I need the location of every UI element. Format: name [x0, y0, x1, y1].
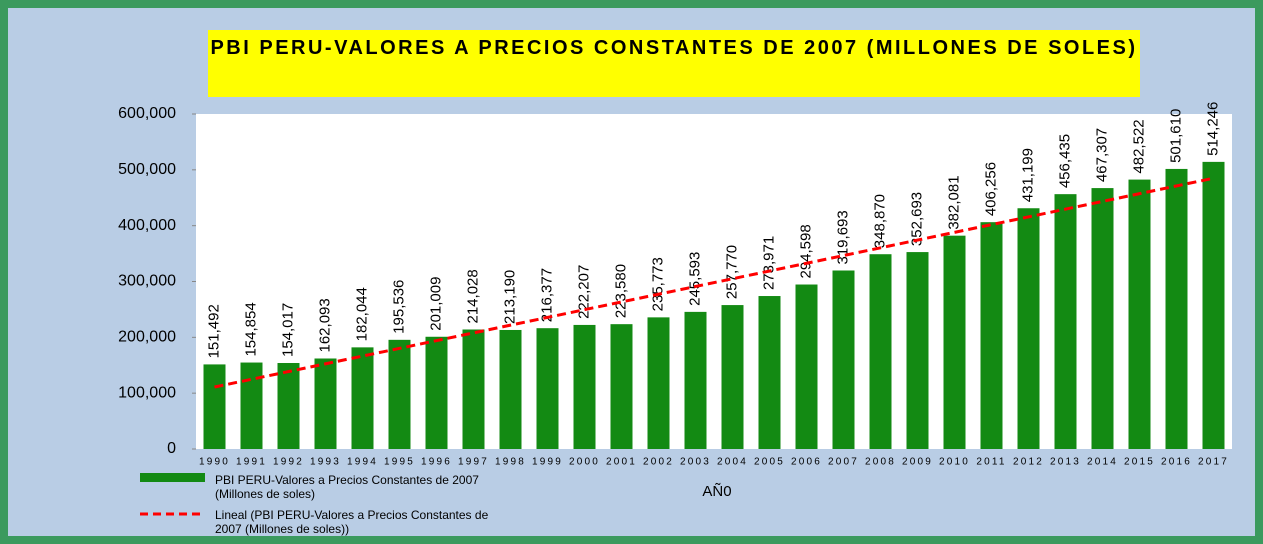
x-tick-label: 2014: [1087, 457, 1118, 468]
data-label: 245,593: [686, 252, 703, 306]
data-label: 431,199: [1019, 148, 1036, 202]
data-label: 213,190: [501, 270, 518, 324]
data-label: 222,207: [575, 265, 592, 319]
bar: [1017, 208, 1040, 449]
x-tick-label: 2003: [680, 457, 711, 468]
x-tick-label: 1994: [347, 457, 378, 468]
data-label: 216,377: [538, 268, 555, 322]
y-tick-label: 0: [167, 440, 176, 457]
data-label: 214,028: [464, 269, 481, 323]
bar: [647, 317, 670, 449]
bar: [425, 336, 448, 449]
x-tick-label: 2017: [1198, 457, 1229, 468]
x-tick-label: 1995: [384, 457, 415, 468]
y-tick-label: 500,000: [118, 161, 176, 178]
bar: [1128, 179, 1151, 449]
bar: [721, 305, 744, 449]
bar: [1091, 188, 1114, 450]
x-tick-label: 2001: [606, 457, 637, 468]
x-tick-label: 1996: [421, 457, 452, 468]
bar: [684, 311, 707, 449]
data-label: 195,536: [390, 280, 407, 334]
y-tick-label: 100,000: [118, 384, 176, 401]
bar: [314, 358, 337, 449]
x-tick-label: 2005: [754, 457, 785, 468]
bar: [536, 328, 559, 449]
data-label: 273,971: [760, 236, 777, 290]
x-tick-label: 2006: [791, 457, 822, 468]
y-tick-label: 600,000: [118, 105, 176, 122]
x-tick-label: 1999: [532, 457, 563, 468]
data-label: 348,870: [871, 194, 888, 248]
bar: [1202, 161, 1225, 449]
data-label: 257,770: [723, 245, 740, 299]
bar: [1054, 194, 1077, 449]
legend-swatch: [140, 473, 205, 482]
data-label: 352,693: [908, 192, 925, 246]
data-label: 294,598: [797, 224, 814, 278]
data-label: 482,522: [1130, 119, 1147, 173]
y-tick-label: 300,000: [118, 273, 176, 290]
x-tick-label: 2016: [1161, 457, 1192, 468]
bar: [610, 324, 633, 449]
x-tick-label: 2002: [643, 457, 674, 468]
x-tick-label: 1990: [199, 457, 230, 468]
bar: [980, 222, 1003, 449]
bar: [388, 339, 411, 449]
x-tick-label: 1997: [458, 457, 489, 468]
bar: [943, 235, 966, 449]
x-tick-label: 2009: [902, 457, 933, 468]
data-label: 151,492: [205, 304, 222, 358]
data-label: 154,017: [279, 303, 296, 357]
bar: [573, 324, 596, 449]
data-label: 223,580: [612, 264, 629, 318]
data-label: 319,693: [834, 210, 851, 264]
bar: [499, 329, 522, 449]
data-label: 382,081: [945, 175, 962, 229]
x-axis-title: AÑ0: [702, 483, 731, 500]
bar: [351, 347, 374, 449]
x-tick-label: 2012: [1013, 457, 1044, 468]
y-tick-label: 200,000: [118, 329, 176, 346]
data-label: 514,246: [1204, 102, 1221, 156]
x-tick-label: 2013: [1050, 457, 1081, 468]
bar: [277, 363, 300, 449]
data-label: 162,093: [316, 298, 333, 352]
trendline: [214, 176, 1214, 389]
data-label: 406,256: [982, 162, 999, 216]
chart-title: PBI PERU-VALORES A PRECIOS CONSTANTES DE…: [208, 30, 1140, 97]
x-tick-label: 1998: [495, 457, 526, 468]
data-label: 154,854: [242, 302, 259, 356]
bar: [869, 254, 892, 449]
x-tick-label: 2000: [569, 457, 600, 468]
bar: [462, 329, 485, 449]
bar: [906, 252, 929, 449]
x-tick-label: 1991: [236, 457, 267, 468]
y-tick-label: 400,000: [118, 217, 176, 234]
x-tick-label: 2010: [939, 457, 970, 468]
bar: [758, 296, 781, 449]
x-tick-label: 2007: [828, 457, 859, 468]
data-label: 501,610: [1167, 109, 1184, 163]
data-label: 235,773: [649, 257, 666, 311]
x-tick-label: 2015: [1124, 457, 1155, 468]
data-label: 182,044: [353, 287, 370, 341]
bar: [240, 362, 263, 449]
legend-label: PBI PERU-Valores a Precios Constantes de…: [215, 473, 479, 501]
legend-label: Lineal (PBI PERU-Valores a Precios Const…: [215, 508, 489, 536]
data-label: 201,009: [427, 277, 444, 331]
bar: [203, 364, 226, 449]
x-tick-label: 1993: [310, 457, 341, 468]
x-tick-label: 1992: [273, 457, 304, 468]
bar: [1165, 168, 1188, 449]
x-tick-label: 2008: [865, 457, 896, 468]
x-tick-label: 2004: [717, 457, 748, 468]
data-label: 456,435: [1056, 134, 1073, 188]
bar: [832, 270, 855, 449]
data-label: 467,307: [1093, 128, 1110, 182]
bar: [795, 284, 818, 449]
x-tick-label: 2011: [976, 457, 1006, 468]
